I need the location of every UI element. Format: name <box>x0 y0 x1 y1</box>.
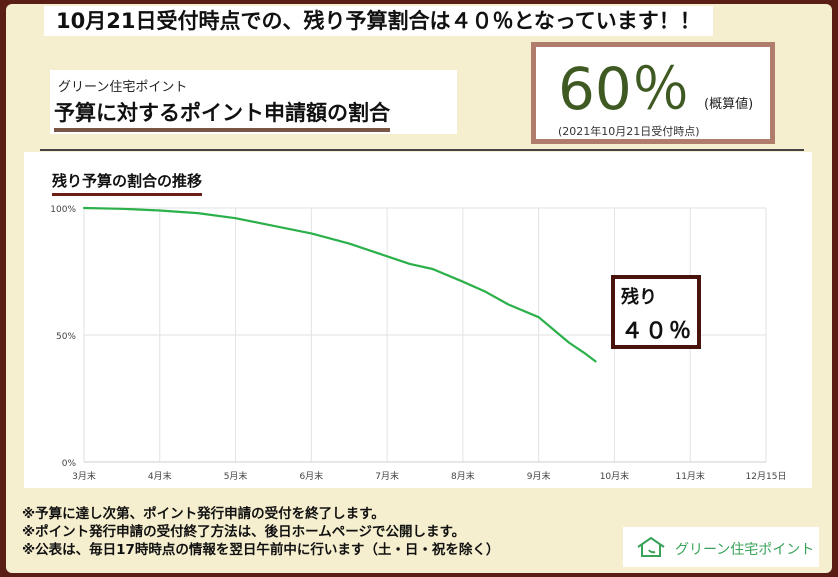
divider <box>40 149 804 151</box>
chart-title: 残り予算の割合の推移 <box>52 170 203 196</box>
title-box: グリーン住宅ポイント 予算に対するポイント申請額の割合 <box>50 70 457 134</box>
note-line: ※ポイント発行申請の受付終了方法は、後日ホームページで公開します。 <box>22 524 466 540</box>
x-tick-label: 9月末 <box>527 470 551 482</box>
note-line: ※予算に達し次第、ポイント発行申請の受付を終了します。 <box>22 506 385 522</box>
remaining-callout: 残り ４０％ <box>611 275 701 349</box>
note-line: ※公表は、毎日17時時点の情報を翌日午前中に行います（土・日・祝を除く） <box>22 542 500 558</box>
house-icon <box>637 536 665 557</box>
y-tick-label: 0% <box>62 459 77 469</box>
page-title: 予算に対するポイント申請額の割合 <box>54 98 390 132</box>
x-tick-label: 7月末 <box>375 470 399 482</box>
summary-note: (2021年10月21日受付時点) <box>558 125 700 138</box>
x-tick-label: 8月末 <box>451 470 475 482</box>
series-line <box>82 206 597 363</box>
logo-text: グリーン住宅ポイント <box>675 542 815 558</box>
x-tick-label: 4月末 <box>148 470 172 482</box>
callout-value: ４０％ <box>621 319 694 344</box>
x-tick-label: 6月末 <box>299 470 323 482</box>
y-tick-label: 50% <box>56 332 76 342</box>
program-name: グリーン住宅ポイント <box>58 80 188 95</box>
summary-value: 60％ <box>558 55 690 123</box>
headline-banner: 10月21日受付時点での、残り予算割合は４０％となっています！！ <box>44 6 713 36</box>
brand-logo: グリーン住宅ポイント <box>623 527 819 567</box>
x-tick-label: 12月15日 <box>746 471 787 482</box>
summary-unit: (概算値) <box>704 97 754 112</box>
callout-label: 残り <box>621 287 657 308</box>
y-tick-label: 100% <box>50 205 76 215</box>
notes: ※予算に達し次第、ポイント発行申請の受付を終了します。 ※ポイント発行申請の受付… <box>22 505 499 559</box>
x-tick-label: 3月末 <box>72 470 96 482</box>
x-tick-label: 10月末 <box>600 470 629 482</box>
x-tick-label: 5月末 <box>224 470 248 482</box>
summary-box: 60％ (概算値) (2021年10月21日受付時点) <box>531 42 775 144</box>
x-tick-label: 11月末 <box>675 470 704 482</box>
